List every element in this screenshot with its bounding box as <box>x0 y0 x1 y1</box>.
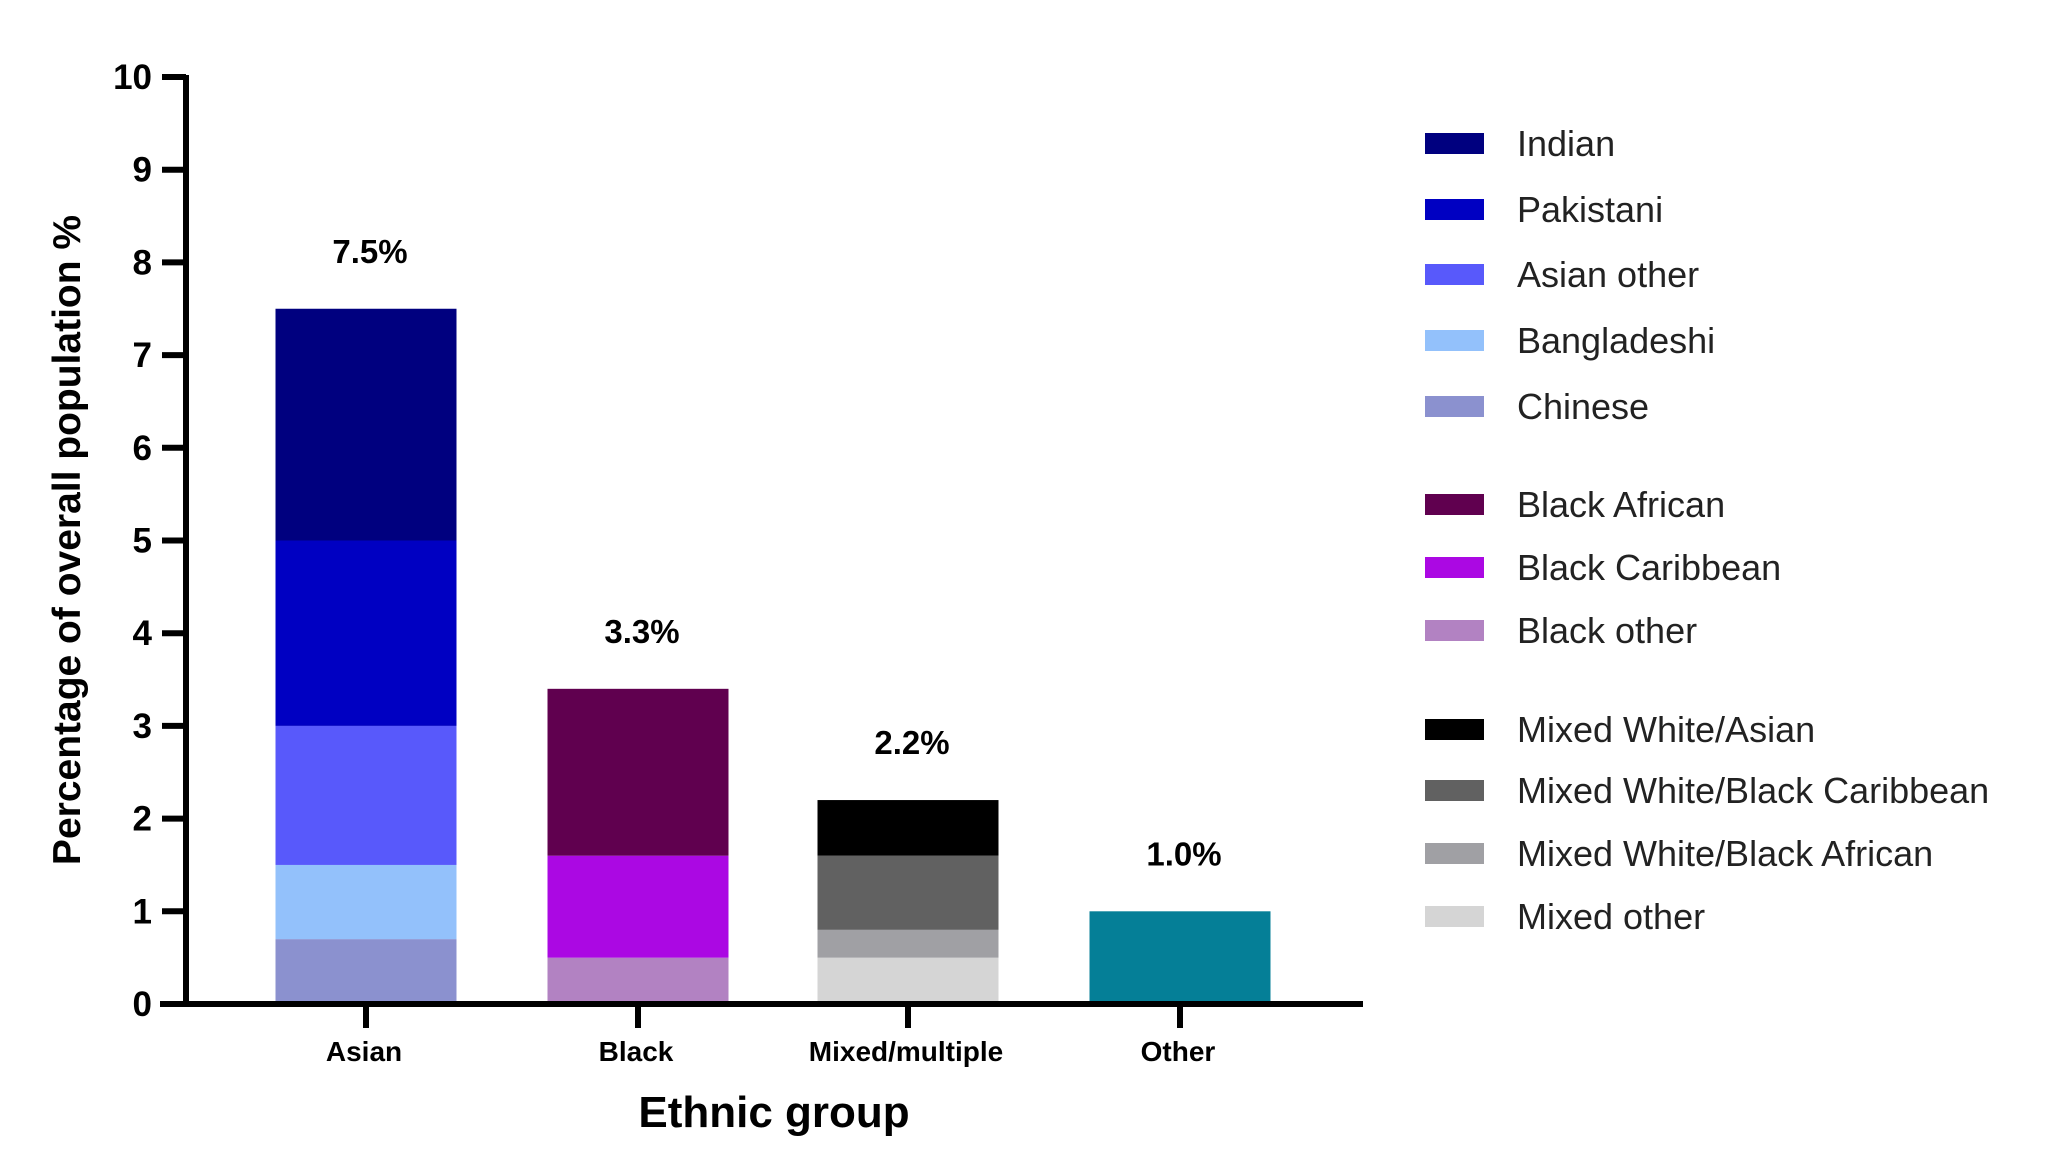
legend-item: Mixed other <box>1425 896 1705 937</box>
data-label: 3.3% <box>604 613 679 650</box>
bar-segment-other <box>1089 911 1271 1004</box>
legend-label: Mixed White/Black African <box>1517 833 1933 874</box>
legend-item: Bangladeshi <box>1425 320 1715 361</box>
bar-segment-mixed-white-black-caribbean <box>817 855 999 930</box>
legend-label: Indian <box>1517 123 1615 164</box>
legend-label: Bangladeshi <box>1517 320 1715 361</box>
bar-segment-bangladeshi <box>275 864 457 940</box>
legend-item: Chinese <box>1425 386 1649 427</box>
bar-segment-pakistani <box>275 540 457 726</box>
x-tick-label: Other <box>1141 1036 1216 1067</box>
y-tick-label: 2 <box>133 800 152 839</box>
bars: 7.5% 3.3% 2.2% 1.0% <box>275 233 1271 1004</box>
legend-swatch <box>1425 330 1484 351</box>
bar-segment-mixed-white-black-african <box>817 929 999 958</box>
y-tick-label: 5 <box>133 522 152 561</box>
data-label: 7.5% <box>332 233 407 270</box>
legend: Indian Pakistani Asian other Bangladeshi Chi… <box>1425 123 1989 937</box>
y-tick-label: 3 <box>133 707 152 746</box>
bar-segment-black-other <box>547 957 729 1004</box>
y-axis-title: Percentage of overall population % <box>46 215 89 865</box>
legend-label: Mixed White/Asian <box>1517 709 1815 750</box>
legend-label: Black other <box>1517 610 1697 651</box>
legend-swatch <box>1425 620 1484 641</box>
data-label: 1.0% <box>1146 835 1221 872</box>
legend-swatch <box>1425 264 1484 285</box>
x-axis-title: Ethnic group <box>638 1088 909 1137</box>
legend-label: Mixed other <box>1517 896 1705 937</box>
bar-segment-mixed-white-asian <box>817 800 999 856</box>
axes: 0 1 2 3 4 5 6 7 8 9 10 Asian Black Mixed/multiple Othe… <box>113 58 1363 1067</box>
legend-item: Pakistani <box>1425 189 1663 230</box>
legend-label: Pakistani <box>1517 189 1663 230</box>
bar-segment-indian <box>275 308 457 541</box>
bar-segment-chinese <box>275 939 457 1004</box>
data-label: 2.2% <box>874 724 949 761</box>
legend-label: Mixed White/Black Caribbean <box>1517 770 1989 811</box>
legend-item: Asian other <box>1425 254 1699 295</box>
legend-label: Black African <box>1517 484 1725 525</box>
legend-item: Black African <box>1425 484 1725 525</box>
legend-swatch <box>1425 780 1484 801</box>
legend-item: Mixed White/Black Caribbean <box>1425 770 1989 811</box>
legend-swatch <box>1425 396 1484 417</box>
legend-swatch <box>1425 199 1484 220</box>
x-tick-label: Black <box>599 1036 674 1067</box>
legend-item: Black other <box>1425 610 1697 651</box>
legend-item: Indian <box>1425 123 1615 164</box>
y-tick-label: 6 <box>133 429 152 468</box>
x-tick-label: Mixed/multiple <box>809 1036 1003 1067</box>
legend-swatch <box>1425 719 1484 740</box>
bar-segment-black-african <box>547 688 729 856</box>
legend-swatch <box>1425 843 1484 864</box>
y-tick-label: 0 <box>133 985 152 1024</box>
legend-item: Mixed White/Black African <box>1425 833 1933 874</box>
y-tick-label: 8 <box>133 243 152 282</box>
legend-item: Mixed White/Asian <box>1425 709 1815 750</box>
y-tick-label: 1 <box>133 892 152 931</box>
legend-swatch <box>1425 906 1484 927</box>
legend-label: Chinese <box>1517 386 1649 427</box>
legend-swatch <box>1425 494 1484 515</box>
y-tick-label: 9 <box>133 151 152 190</box>
y-tick-label: 10 <box>113 58 152 97</box>
x-tick-label: Asian <box>326 1036 402 1067</box>
legend-item: Black Caribbean <box>1425 547 1781 588</box>
bar-segment-black-caribbean <box>547 855 729 958</box>
legend-swatch <box>1425 557 1484 578</box>
legend-label: Black Caribbean <box>1517 547 1781 588</box>
y-tick-label: 4 <box>133 614 153 653</box>
bar-segment-mixed-other <box>817 957 999 1004</box>
y-tick-label: 7 <box>133 336 152 375</box>
legend-swatch <box>1425 133 1484 154</box>
bar-segment-asian-other <box>275 725 457 865</box>
legend-label: Asian other <box>1517 254 1699 295</box>
